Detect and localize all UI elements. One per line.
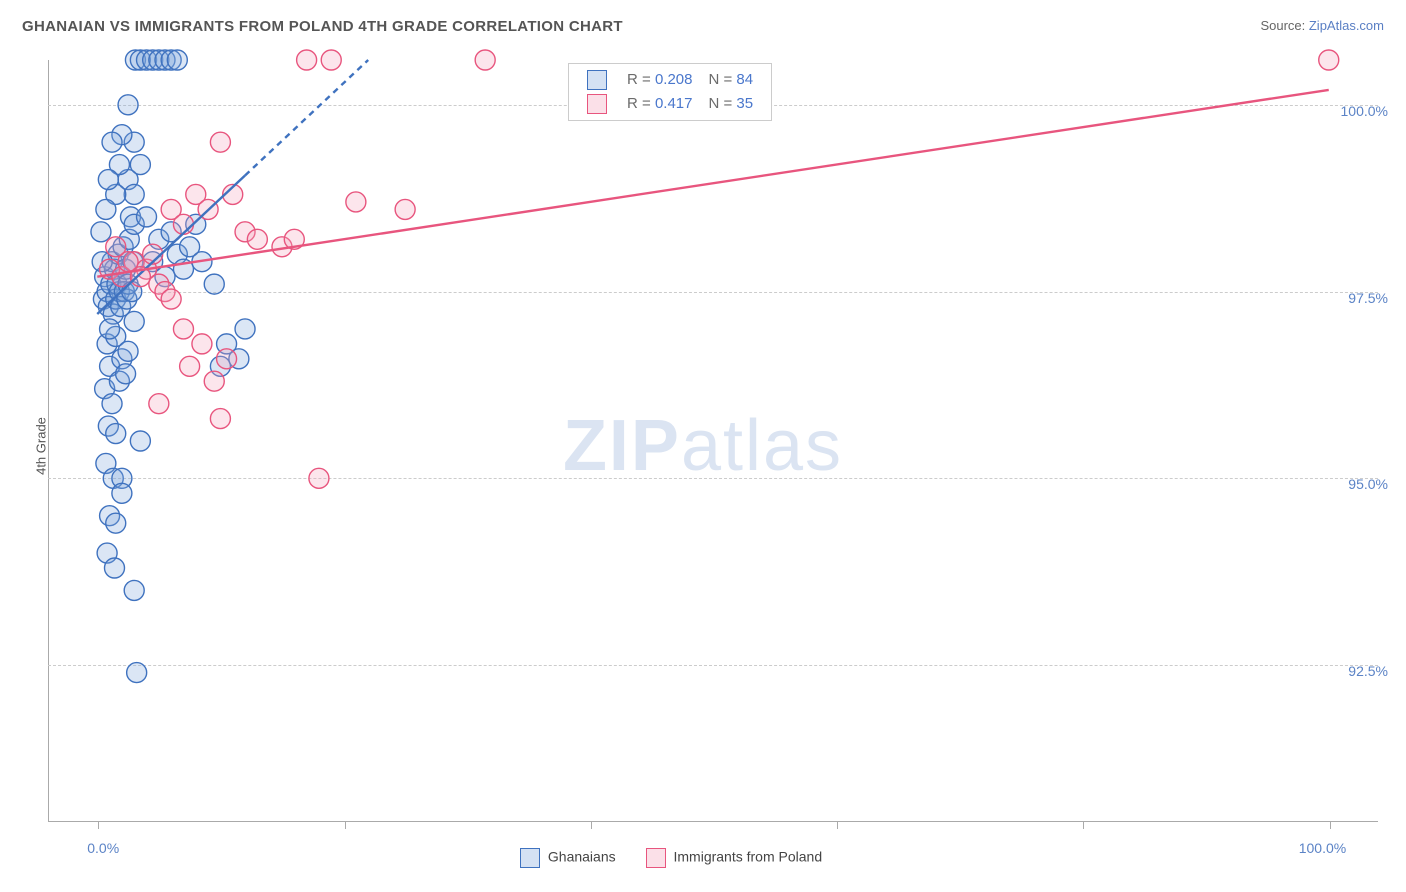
data-point-ghanaians [127,663,147,683]
r-value: 0.417 [655,95,693,112]
data-point-poland [161,289,181,309]
legend-row-ghanaians: R = 0.208 N = 84 [579,68,761,92]
data-point-ghanaians [137,207,157,227]
x-tick [591,821,592,829]
x-tick [98,821,99,829]
data-point-poland [346,192,366,212]
data-point-ghanaians [105,558,125,578]
series-legend-item-ghanaians: Ghanaians [520,848,616,868]
data-point-ghanaians [116,364,136,384]
legend-swatch-poland [646,848,666,868]
data-point-ghanaians [98,170,118,190]
series-label: Immigrants from Poland [674,849,823,865]
data-point-poland [210,409,230,429]
source-prefix: Source: [1260,18,1308,33]
y-axis-label: 4th Grade [33,417,48,475]
data-point-ghanaians [112,483,132,503]
series-legend: Ghanaians Immigrants from Poland [520,848,852,868]
x-tick [837,821,838,829]
data-point-poland [297,50,317,70]
legend-row-poland: R = 0.417 N = 35 [579,92,761,116]
n-value: 35 [736,95,753,112]
data-point-ghanaians [124,311,144,331]
source-link[interactable]: ZipAtlas.com [1309,18,1384,33]
data-point-poland [173,319,193,339]
correlation-legend: R = 0.208 N = 84 R = 0.417 N = 35 [568,63,772,121]
data-point-poland [192,334,212,354]
data-point-poland [247,229,267,249]
data-point-poland [210,132,230,152]
data-point-poland [204,371,224,391]
data-point-poland [149,394,169,414]
data-point-ghanaians [204,274,224,294]
data-point-poland [217,349,237,369]
series-legend-item-poland: Immigrants from Poland [646,848,823,868]
source-attribution: Source: ZipAtlas.com [1260,18,1384,33]
trend-line-ext-ghanaians [245,60,368,175]
data-point-poland [309,468,329,488]
data-point-ghanaians [102,394,122,414]
x-axis-min-label: 0.0% [87,840,119,856]
x-axis-max-label: 100.0% [1299,840,1346,856]
data-point-ghanaians [130,155,150,175]
data-point-ghanaians [96,199,116,219]
data-point-ghanaians [118,341,138,361]
r-label: R = [627,71,655,88]
data-point-poland [395,199,415,219]
scatter-plot-svg [48,60,1378,822]
data-point-poland [475,50,495,70]
n-label: N = [708,95,736,112]
data-point-poland [180,356,200,376]
x-tick [345,821,346,829]
r-label: R = [627,95,655,112]
data-point-poland [1319,50,1339,70]
data-point-ghanaians [106,424,126,444]
data-point-ghanaians [124,184,144,204]
r-value: 0.208 [655,71,693,88]
legend-swatch-ghanaians [520,848,540,868]
data-point-ghanaians [118,95,138,115]
legend-swatch-ghanaians [587,70,607,90]
data-point-ghanaians [102,132,122,152]
x-tick [1083,821,1084,829]
x-tick [1330,821,1331,829]
n-label: N = [708,71,736,88]
data-point-ghanaians [100,319,120,339]
data-point-poland [321,50,341,70]
data-point-ghanaians [167,50,187,70]
legend-swatch-poland [587,94,607,114]
series-label: Ghanaians [548,849,616,865]
data-point-ghanaians [124,580,144,600]
data-point-poland [173,214,193,234]
chart-title: GHANAIAN VS IMMIGRANTS FROM POLAND 4TH G… [22,18,623,35]
data-point-ghanaians [91,222,111,242]
data-point-poland [106,237,126,257]
data-point-ghanaians [106,513,126,533]
data-point-ghanaians [130,431,150,451]
data-point-ghanaians [235,319,255,339]
n-value: 84 [736,71,753,88]
